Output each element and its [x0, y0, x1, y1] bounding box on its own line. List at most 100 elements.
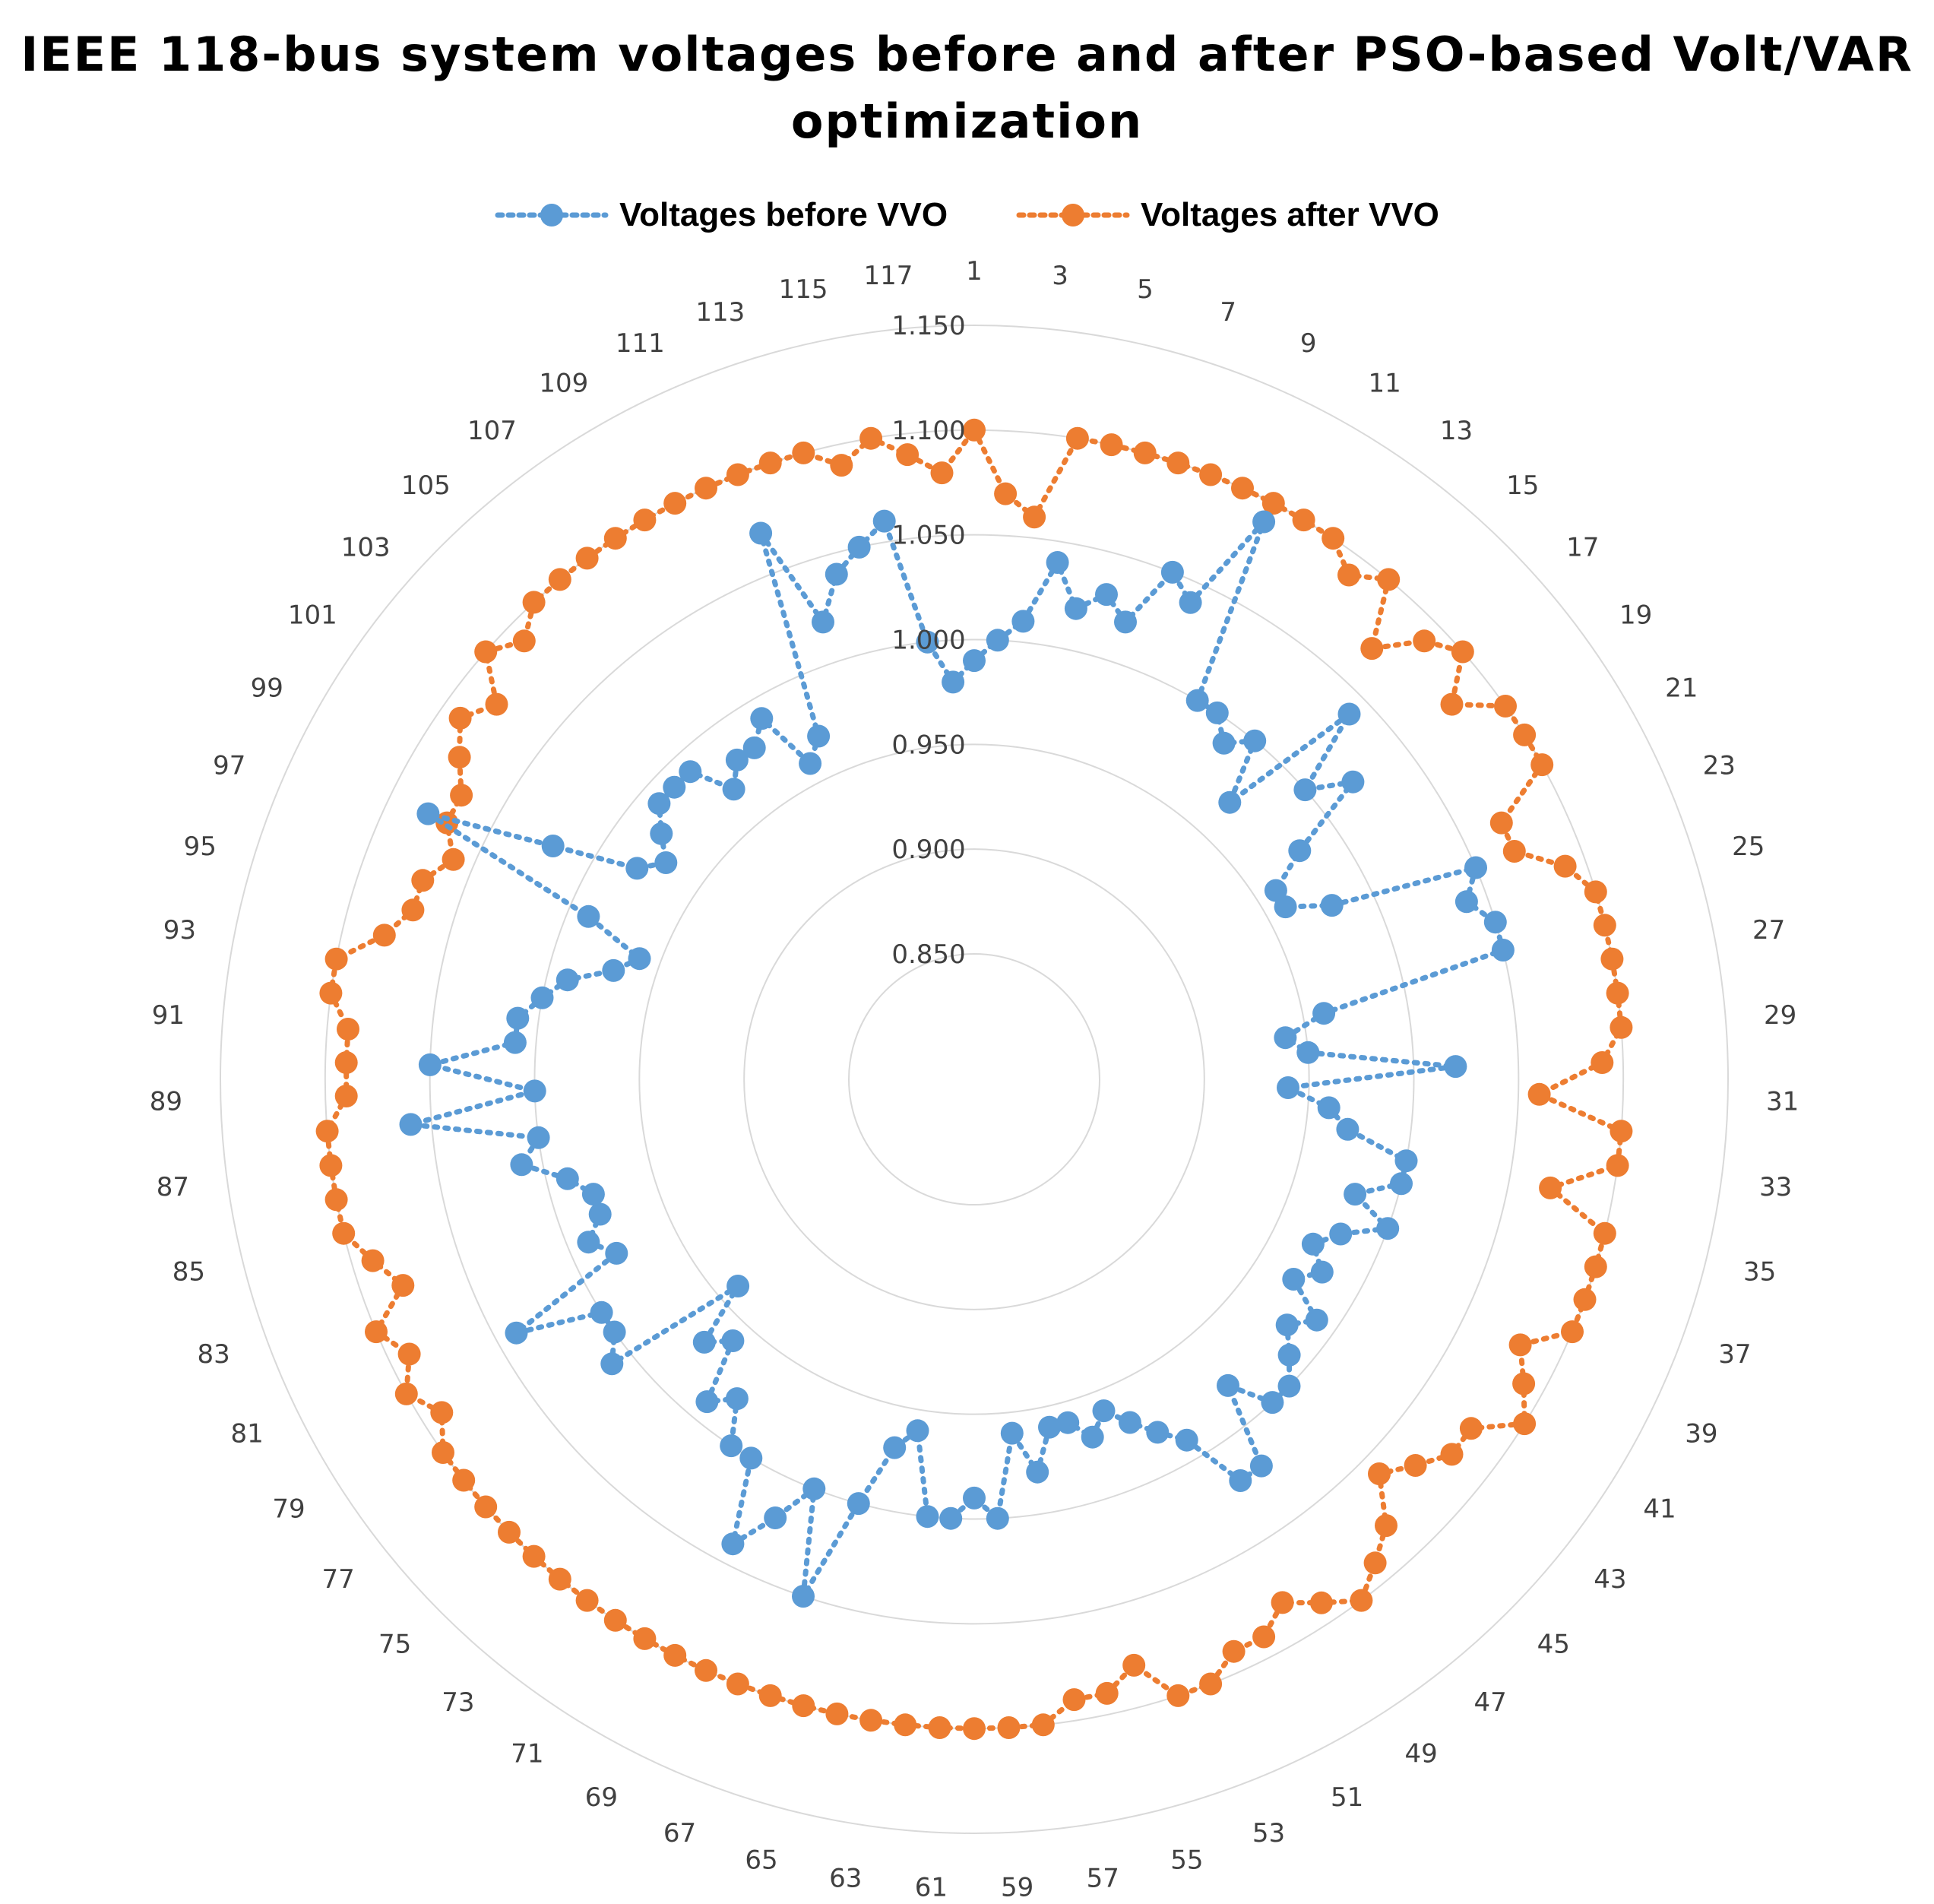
- data-point[interactable]: [726, 1275, 750, 1297]
- data-point[interactable]: [1491, 939, 1515, 962]
- data-point[interactable]: [530, 986, 554, 1009]
- data-point[interactable]: [1146, 1421, 1170, 1444]
- data-point[interactable]: [633, 508, 657, 532]
- data-point[interactable]: [721, 1532, 745, 1556]
- data-point[interactable]: [1610, 1015, 1633, 1039]
- data-point[interactable]: [1394, 1149, 1418, 1173]
- data-point[interactable]: [1584, 1255, 1607, 1278]
- data-point[interactable]: [411, 869, 435, 892]
- data-point[interactable]: [1100, 433, 1123, 457]
- data-point[interactable]: [1530, 753, 1554, 777]
- data-point[interactable]: [430, 1401, 454, 1424]
- data-point[interactable]: [1205, 701, 1229, 724]
- data-point[interactable]: [1252, 510, 1276, 534]
- data-point[interactable]: [1081, 1425, 1104, 1449]
- data-point[interactable]: [1606, 1154, 1629, 1177]
- data-point[interactable]: [695, 1658, 717, 1682]
- data-point[interactable]: [332, 1221, 356, 1245]
- data-point[interactable]: [625, 857, 649, 880]
- data-point[interactable]: [1275, 1313, 1299, 1337]
- data-point[interactable]: [847, 1492, 870, 1516]
- data-point[interactable]: [1166, 1684, 1190, 1707]
- data-point[interactable]: [1199, 463, 1223, 486]
- data-point[interactable]: [361, 1249, 385, 1272]
- data-point[interactable]: [577, 1231, 600, 1254]
- data-point[interactable]: [1114, 610, 1137, 634]
- data-point[interactable]: [1011, 610, 1035, 633]
- data-point[interactable]: [1512, 1372, 1536, 1396]
- data-point[interactable]: [1056, 1411, 1080, 1434]
- data-point[interactable]: [575, 546, 599, 570]
- data-point[interactable]: [663, 775, 686, 799]
- data-point[interactable]: [391, 1274, 415, 1297]
- data-point[interactable]: [1023, 505, 1046, 529]
- data-point[interactable]: [1310, 1260, 1334, 1284]
- data-point[interactable]: [1377, 568, 1401, 591]
- data-point[interactable]: [994, 482, 1018, 505]
- data-point[interactable]: [1404, 1454, 1427, 1477]
- data-point[interactable]: [1440, 692, 1464, 716]
- data-point[interactable]: [939, 1506, 963, 1530]
- data-point[interactable]: [928, 1716, 951, 1739]
- data-point[interactable]: [1292, 508, 1315, 532]
- data-point[interactable]: [986, 629, 1009, 652]
- data-point[interactable]: [1350, 1589, 1373, 1612]
- data-point[interactable]: [1095, 1681, 1119, 1705]
- data-point[interactable]: [319, 981, 343, 1005]
- data-point[interactable]: [556, 1167, 579, 1190]
- data-point[interactable]: [807, 724, 831, 748]
- data-point[interactable]: [1277, 1343, 1301, 1367]
- data-point[interactable]: [418, 1053, 442, 1076]
- data-point[interactable]: [498, 1520, 521, 1544]
- data-point[interactable]: [590, 1300, 613, 1324]
- data-point[interactable]: [512, 629, 536, 653]
- data-point[interactable]: [1122, 1653, 1146, 1677]
- data-point[interactable]: [1282, 1268, 1306, 1291]
- data-point[interactable]: [859, 426, 883, 450]
- data-point[interactable]: [365, 1320, 388, 1344]
- data-point[interactable]: [577, 904, 600, 928]
- data-point[interactable]: [758, 451, 782, 475]
- data-point[interactable]: [452, 1468, 476, 1492]
- data-point[interactable]: [1261, 492, 1285, 515]
- data-point[interactable]: [792, 1585, 815, 1608]
- data-point[interactable]: [1483, 911, 1507, 934]
- data-point[interactable]: [1561, 1320, 1584, 1344]
- data-point[interactable]: [1454, 890, 1478, 914]
- data-point[interactable]: [847, 535, 871, 559]
- data-point[interactable]: [1261, 1391, 1284, 1415]
- legend-entry-after[interactable]: Voltages after VVO: [1016, 196, 1439, 234]
- data-point[interactable]: [654, 851, 678, 874]
- data-point[interactable]: [679, 760, 702, 784]
- data-point[interactable]: [1046, 551, 1069, 574]
- data-point[interactable]: [896, 443, 920, 467]
- data-point[interactable]: [324, 1188, 348, 1212]
- data-point[interactable]: [906, 1419, 929, 1443]
- data-point[interactable]: [802, 1477, 826, 1500]
- data-point[interactable]: [859, 1709, 883, 1732]
- data-point[interactable]: [663, 492, 687, 515]
- data-point[interactable]: [750, 707, 774, 730]
- data-point[interactable]: [1179, 591, 1202, 614]
- data-point[interactable]: [1038, 1415, 1061, 1439]
- data-point[interactable]: [1175, 1428, 1198, 1452]
- data-point[interactable]: [1593, 1221, 1616, 1245]
- data-point[interactable]: [510, 1153, 533, 1177]
- data-point[interactable]: [394, 1382, 418, 1405]
- data-point[interactable]: [1309, 1591, 1333, 1614]
- data-point[interactable]: [1222, 1639, 1246, 1663]
- data-point[interactable]: [663, 1643, 687, 1667]
- data-point[interactable]: [1610, 1120, 1633, 1143]
- data-point[interactable]: [1508, 1333, 1532, 1357]
- data-point[interactable]: [1271, 1591, 1294, 1614]
- data-point[interactable]: [1444, 1055, 1467, 1079]
- data-point[interactable]: [749, 521, 773, 545]
- data-point[interactable]: [450, 784, 473, 807]
- data-point[interactable]: [812, 610, 834, 634]
- data-point[interactable]: [603, 1608, 627, 1632]
- data-point[interactable]: [1277, 1374, 1301, 1398]
- data-point[interactable]: [1368, 1462, 1391, 1485]
- data-point[interactable]: [1320, 894, 1344, 917]
- data-point[interactable]: [1606, 981, 1629, 1005]
- data-point[interactable]: [432, 1441, 454, 1464]
